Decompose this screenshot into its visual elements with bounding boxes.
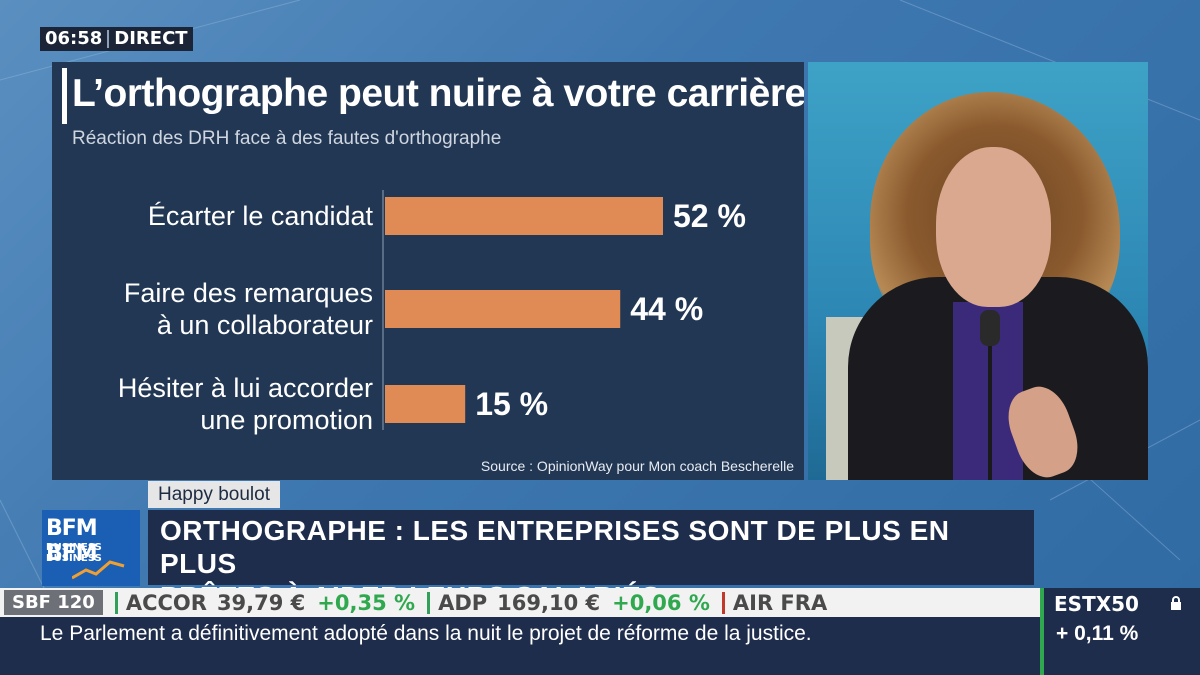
logo-graph-icon: [72, 560, 125, 580]
category-label: Hésiter à lui accorder: [118, 373, 373, 403]
logo-text: BFM BFM: [46, 516, 98, 566]
clock: 06:58 DIRECT: [40, 27, 193, 51]
chart-subtitle: Réaction des DRH face à des fautes d'ort…: [72, 128, 502, 149]
clock-divider: [107, 30, 110, 48]
presenter-video: [808, 62, 1148, 480]
category-label: Écarter le candidat: [148, 201, 374, 231]
quote-price: 169,10 €: [497, 590, 601, 615]
program-tag: Happy boulot: [148, 481, 280, 508]
market-index: ESTX50 + 0,11 %: [1040, 588, 1200, 675]
news-crawl: Le Parlement a définitivement adopté dan…: [0, 617, 1040, 675]
bar: [385, 197, 663, 235]
quote-divider: [721, 591, 725, 614]
chart-title: L’orthographe peut nuire à votre carrièr…: [72, 72, 804, 115]
channel-logo: BFM BFM BUSINESS BUSINESS: [42, 510, 140, 586]
quote-divider: [114, 591, 118, 614]
quote-name: ACCOR: [125, 590, 207, 615]
category-label: à un collaborateur: [157, 310, 373, 340]
quote-price: 39,79 €: [216, 590, 306, 615]
microphone-stand: [988, 317, 992, 480]
quote-name: AIR FRA: [732, 590, 828, 615]
stock-ticker: SBF 120 ACCOR 39,79 € +0,35 % ADP 169,10…: [0, 588, 1040, 617]
index-badge: SBF 120: [4, 590, 103, 615]
category-label: une promotion: [200, 405, 373, 435]
title-accent: [62, 68, 67, 124]
quote-change: +0,35 %: [317, 590, 416, 615]
market-change: + 0,11 %: [1056, 622, 1139, 645]
clock-time: 06:58: [45, 28, 103, 49]
bar: [385, 385, 466, 423]
category-label: Faire des remarques: [124, 278, 373, 308]
microphone-icon: [980, 310, 1000, 346]
lock-icon: [1171, 596, 1181, 610]
bar: [385, 290, 621, 328]
chart-panel: L’orthographe peut nuire à votre carrièr…: [52, 62, 804, 480]
market-name: ESTX50: [1054, 592, 1139, 616]
bar-value-label: 15 %: [475, 386, 548, 422]
ticker-quote: AIR FRA: [721, 590, 837, 615]
quote-change: +0,06 %: [612, 590, 710, 615]
presenter-face: [936, 147, 1051, 307]
headline-line-1: ORTHOGRAPHE : LES ENTREPRISES SONT DE PL…: [160, 515, 950, 579]
bar-value-label: 52 %: [673, 198, 746, 234]
ticker-quote: ADP 169,10 € +0,06 %: [427, 591, 710, 615]
chart-source: Source : OpinionWay pour Mon coach Besch…: [480, 458, 794, 474]
quote-name: ADP: [438, 590, 488, 615]
bar-chart: 52 % Écarter le candidat 44 % Faire des rem…: [118, 190, 746, 435]
bar-value-label: 44 %: [630, 291, 703, 327]
headline: ORTHOGRAPHE : LES ENTREPRISES SONT DE PL…: [148, 510, 1034, 612]
live-indicator: DIRECT: [114, 28, 188, 49]
ticker-quote: ACCOR 39,79 € +0,35 %: [114, 590, 416, 615]
quote-divider: [427, 591, 431, 614]
logo-subtext: BUSINESS BUSINESS: [46, 542, 102, 564]
